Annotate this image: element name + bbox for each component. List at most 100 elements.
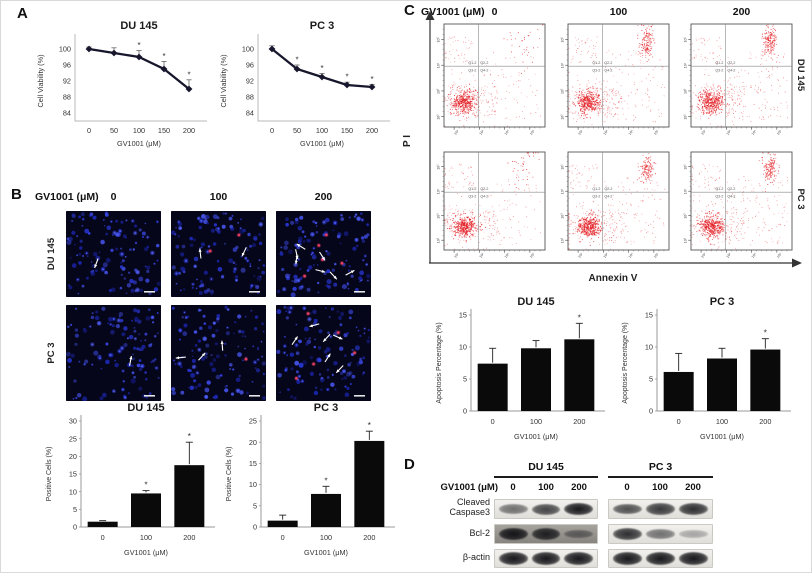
svg-text:Q2-2: Q2-2 bbox=[604, 61, 612, 65]
positive-cells-chart-pc3: PC 3 Positive Cells (%) 0 5 10 15 20 25 0 * 100 * 20… bbox=[219, 399, 399, 571]
panel-c-dose-0: 0 bbox=[491, 6, 498, 18]
svg-text:10²: 10² bbox=[684, 114, 688, 120]
svg-text:*: * bbox=[188, 431, 192, 441]
svg-text:Q1-2: Q1-2 bbox=[592, 61, 600, 65]
svg-text:200: 200 bbox=[366, 126, 378, 135]
svg-text:50: 50 bbox=[110, 126, 118, 135]
svg-text:10⁴: 10⁴ bbox=[504, 252, 511, 259]
svg-text:200: 200 bbox=[183, 533, 195, 542]
svg-text:10⁴: 10⁴ bbox=[751, 129, 758, 136]
svg-text:GV1001 (μM): GV1001 (μM) bbox=[124, 548, 168, 557]
svg-text:10⁴: 10⁴ bbox=[437, 62, 441, 68]
svg-text:*: * bbox=[295, 56, 298, 65]
svg-text:0: 0 bbox=[270, 126, 274, 135]
svg-text:10³: 10³ bbox=[726, 129, 733, 136]
panel-b-row-label-du145: DU 145 bbox=[46, 237, 57, 271]
flow-plot-pc3-100uM: Q1-2 Q2-2 Q3-2 Q4-2 10² 10³ 10⁴ 10⁵ 10² 10³ 10⁴ 10⁵ bbox=[560, 151, 670, 259]
svg-text:0: 0 bbox=[87, 126, 91, 135]
svg-text:10⁵: 10⁵ bbox=[529, 252, 536, 259]
annexin-axis-label: Annexin V bbox=[588, 273, 638, 284]
svg-text:10²: 10² bbox=[561, 114, 565, 120]
flow-plot-du145-0uM: Q1-2 Q2-2 Q3-2 Q4-2 10² 10³ 10⁴ 10⁵ 10² 10³ 10⁴ 10⁵ bbox=[436, 23, 546, 136]
svg-text:96: 96 bbox=[63, 61, 71, 70]
panel-d-dose-du145-200: 200 bbox=[571, 482, 587, 493]
svg-text:10⁴: 10⁴ bbox=[628, 129, 635, 136]
svg-text:Cell Viability (%): Cell Viability (%) bbox=[36, 55, 45, 108]
blot-strip-bcl2-pc3 bbox=[608, 524, 713, 544]
svg-text:30: 30 bbox=[69, 417, 77, 426]
svg-text:Q2-2: Q2-2 bbox=[727, 61, 735, 65]
micro-image-du145-200uM bbox=[276, 211, 371, 297]
svg-text:100: 100 bbox=[320, 533, 332, 542]
svg-text:*: * bbox=[187, 70, 190, 79]
blot-group-underline-du145 bbox=[494, 476, 598, 478]
panel-c-row-label-pc3: PC 3 bbox=[795, 188, 806, 210]
svg-text:10⁴: 10⁴ bbox=[504, 129, 511, 136]
blot-group-underline-pc3 bbox=[608, 476, 713, 478]
panel-d-dose-pc3-0: 0 bbox=[624, 482, 630, 493]
svg-text:10²: 10² bbox=[700, 129, 707, 136]
svg-text:100: 100 bbox=[59, 45, 71, 54]
svg-text:92: 92 bbox=[63, 77, 71, 86]
svg-text:Q3-2: Q3-2 bbox=[468, 195, 476, 199]
svg-text:50: 50 bbox=[293, 126, 301, 135]
svg-text:Q4-2: Q4-2 bbox=[604, 69, 612, 73]
svg-text:10³: 10³ bbox=[684, 88, 688, 94]
viability-chart-du145: DU 145 Cell Viability (%) 84 88 92 96 100 0 50 10… bbox=[31, 17, 209, 159]
annexin-axis-arrow bbox=[429, 258, 802, 268]
svg-text:10³: 10³ bbox=[603, 129, 610, 136]
svg-text:20: 20 bbox=[249, 438, 257, 447]
apoptosis-chart-du145: DU 145 Apoptosis Percentage (%) 0 5 10 15 0 100… bbox=[429, 293, 609, 451]
svg-text:10³: 10³ bbox=[479, 252, 486, 259]
svg-text:Q1-2: Q1-2 bbox=[468, 187, 476, 191]
micro-image-pc3-100uM bbox=[171, 305, 266, 401]
svg-text:Q3-2: Q3-2 bbox=[468, 69, 476, 73]
protein-label-beta-actin: β-actin bbox=[462, 552, 490, 562]
svg-text:*: * bbox=[324, 475, 328, 485]
panel-a-label: A bbox=[17, 5, 28, 22]
svg-text:10⁵: 10⁵ bbox=[437, 36, 441, 42]
svg-text:Q3-2: Q3-2 bbox=[715, 69, 723, 73]
svg-text:0: 0 bbox=[73, 523, 77, 532]
svg-text:Q1-2: Q1-2 bbox=[715, 61, 723, 65]
svg-text:*: * bbox=[144, 480, 148, 490]
svg-text:10⁴: 10⁴ bbox=[684, 62, 688, 68]
svg-text:PC 3: PC 3 bbox=[314, 402, 338, 414]
svg-text:20: 20 bbox=[69, 452, 77, 461]
svg-text:92: 92 bbox=[246, 77, 254, 86]
panel-d-dose-du145-100: 100 bbox=[538, 482, 554, 493]
svg-text:100: 100 bbox=[140, 533, 152, 542]
panel-d-dose-pc3-100: 100 bbox=[652, 482, 668, 493]
panel-c-dose-header: GV1001 (μM) bbox=[421, 6, 485, 18]
svg-text:25: 25 bbox=[249, 417, 257, 426]
pi-axis-arrow bbox=[425, 11, 435, 263]
svg-text:Q1-2: Q1-2 bbox=[468, 61, 476, 65]
svg-text:10²: 10² bbox=[437, 114, 441, 120]
svg-text:DU 145: DU 145 bbox=[120, 20, 157, 32]
svg-text:10⁴: 10⁴ bbox=[437, 188, 441, 194]
flow-plot-pc3-0uM: Q1-2 Q2-2 Q3-2 Q4-2 10² 10³ 10⁴ 10⁵ 10² 10³ 10⁴ 10⁵ bbox=[436, 151, 546, 259]
blot-strip-bcl2-du145 bbox=[494, 524, 598, 544]
flow-plot-pc3-200uM: Q1-2 Q2-2 Q3-2 Q4-2 10² 10³ 10⁴ 10⁵ 10² 10³ 10⁴ 10⁵ bbox=[683, 151, 793, 259]
svg-text:Q3-2: Q3-2 bbox=[592, 69, 600, 73]
flow-plot-du145-100uM: Q1-2 Q2-2 Q3-2 Q4-2 10² 10³ 10⁴ 10⁵ 10² 10³ 10⁴ 10⁵ bbox=[560, 23, 670, 136]
svg-text:96: 96 bbox=[246, 61, 254, 70]
viability-chart-pc3: PC 3 Cell Viability (%) 84 88 92 96 100 0 50 100 1… bbox=[214, 17, 392, 159]
panel-c-label: C bbox=[404, 2, 415, 19]
svg-text:Q4-2: Q4-2 bbox=[727, 69, 735, 73]
positive-cells-chart-du145: DU 145 Positive Cells (%) 0 5 10 15 20 25 30 0 * 10… bbox=[39, 399, 219, 571]
svg-text:10³: 10³ bbox=[561, 88, 565, 94]
svg-text:100: 100 bbox=[242, 45, 254, 54]
svg-text:GV1001 (μM): GV1001 (μM) bbox=[117, 139, 161, 148]
svg-text:Cell Viability (%): Cell Viability (%) bbox=[219, 55, 228, 108]
protein-label-cleaved-caspase3: Cleaved Caspase3 bbox=[449, 497, 490, 517]
panel-b-dose-header: GV1001 (μM) bbox=[35, 191, 99, 203]
svg-text:88: 88 bbox=[63, 93, 71, 102]
svg-text:100: 100 bbox=[133, 126, 145, 135]
svg-text:Q2-2: Q2-2 bbox=[480, 61, 488, 65]
svg-text:5: 5 bbox=[73, 505, 77, 514]
svg-text:*: * bbox=[137, 41, 140, 50]
svg-text:5: 5 bbox=[253, 501, 257, 510]
svg-text:GV1001 (μM): GV1001 (μM) bbox=[304, 548, 348, 557]
